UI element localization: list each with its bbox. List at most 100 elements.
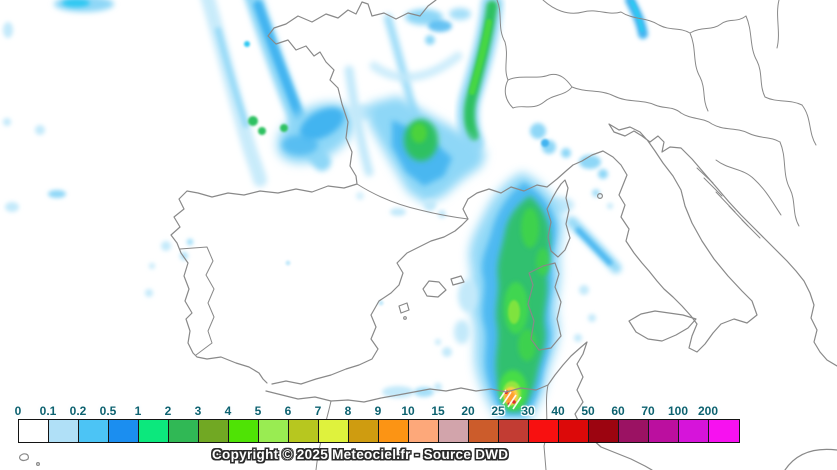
legend-box bbox=[409, 420, 439, 442]
precip-speck bbox=[390, 208, 406, 216]
precip-streak-tyrrhenian-core bbox=[575, 227, 613, 266]
precip-speck bbox=[598, 169, 608, 179]
legend-box bbox=[319, 420, 349, 442]
legend-label: 10 bbox=[401, 404, 415, 418]
coastline-libya bbox=[784, 448, 837, 470]
legend-box bbox=[379, 420, 409, 442]
coastline-mallorca bbox=[422, 280, 447, 298]
precip-speck bbox=[579, 155, 601, 169]
legend-label: 0.2 bbox=[69, 404, 87, 418]
legend-label: 4 bbox=[224, 404, 232, 418]
coastline-spain-italy-adriatic bbox=[271, 123, 837, 385]
legend-label: 200 bbox=[697, 404, 719, 418]
precip-blob-biscay-core bbox=[299, 107, 345, 141]
precip-speck bbox=[425, 35, 435, 45]
precip-speck bbox=[592, 189, 600, 197]
precip-speck bbox=[145, 289, 153, 297]
coastline-sicily bbox=[628, 310, 697, 342]
legend-box bbox=[169, 420, 199, 442]
legend-box bbox=[199, 420, 229, 442]
precip-speck bbox=[35, 125, 45, 135]
precip-band-atlantic-west bbox=[201, 0, 267, 187]
precip-speck bbox=[3, 22, 13, 38]
islet-atlantic bbox=[19, 453, 29, 462]
border-slovenia-croatia bbox=[680, 112, 781, 143]
precip-speck bbox=[588, 314, 596, 322]
legend-box bbox=[259, 420, 289, 442]
coastline-ibiza bbox=[398, 302, 410, 314]
precip-speck bbox=[449, 8, 471, 20]
legend-label: 2 bbox=[164, 404, 172, 418]
precip-arc-france bbox=[369, 51, 463, 82]
precip-core-green bbox=[521, 208, 539, 248]
precip-speck bbox=[187, 239, 193, 245]
legend-box bbox=[79, 420, 109, 442]
precip-speck bbox=[454, 320, 470, 344]
legend-label: 25 bbox=[491, 404, 505, 418]
precip-speck bbox=[149, 263, 155, 269]
legend-box bbox=[559, 420, 589, 442]
border-right-edge bbox=[776, 0, 780, 49]
legend-label: 20 bbox=[461, 404, 475, 418]
border-portugal-spain bbox=[179, 246, 215, 356]
border-france-germany bbox=[496, 0, 509, 81]
precip-speck bbox=[3, 118, 11, 126]
legend-labels: 0 0.1 0.2 0.5 1 2 3 4 5 6 7 8 9 10 15 20 25 30 40 50 60 70 100… bbox=[15, 404, 740, 418]
legend-label: 15 bbox=[431, 404, 445, 418]
precip-speck bbox=[282, 135, 318, 155]
border-slovakia-hungary bbox=[745, 15, 803, 106]
hatch-line bbox=[512, 396, 522, 410]
legend-box bbox=[139, 420, 169, 442]
precip-speck bbox=[161, 241, 171, 251]
border-czech-slovakia bbox=[689, 15, 747, 34]
legend-box bbox=[439, 420, 469, 442]
precip-speck bbox=[244, 41, 250, 47]
legend-box bbox=[289, 420, 319, 442]
precip-speck bbox=[574, 334, 582, 342]
legend-box bbox=[499, 420, 529, 442]
island-dash bbox=[703, 177, 723, 197]
precip-speck bbox=[248, 116, 258, 126]
border-switzerland bbox=[504, 73, 573, 109]
precip-speck bbox=[424, 199, 436, 211]
precip-speck bbox=[561, 148, 571, 158]
precip-patch-france-core bbox=[411, 123, 427, 143]
hatch-line bbox=[502, 391, 512, 405]
precip-speck bbox=[5, 202, 19, 212]
legend-box bbox=[229, 420, 259, 442]
precip-speck bbox=[434, 383, 442, 391]
precip-band-atlantic-east-core bbox=[253, 0, 305, 123]
borders-layer bbox=[179, 0, 817, 470]
border-germany-czech bbox=[542, 0, 691, 34]
precip-speck bbox=[458, 280, 478, 312]
border-austria-hungary bbox=[689, 32, 709, 112]
precip-legend: 0 0.1 0.2 0.5 1 2 3 4 5 6 7 8 9 10 15 20 25 30 40 50 60 70 100… bbox=[15, 404, 740, 443]
legend-box bbox=[469, 420, 499, 442]
legend-boxes bbox=[18, 419, 740, 443]
precip-speck bbox=[258, 127, 266, 135]
precip-speck bbox=[62, 0, 90, 7]
legend-box bbox=[529, 420, 559, 442]
legend-label: 60 bbox=[611, 404, 625, 418]
legend-label: 100 bbox=[667, 404, 689, 418]
legend-box bbox=[349, 420, 379, 442]
border-tunisia-algeria bbox=[543, 384, 549, 470]
precip-speck bbox=[285, 260, 291, 266]
precip-speck bbox=[280, 124, 288, 132]
legend-label: 9 bbox=[374, 404, 382, 418]
croatian-islands bbox=[696, 167, 761, 239]
legend-label: 8 bbox=[344, 404, 352, 418]
coastline-menorca bbox=[450, 275, 465, 286]
legend-label: 7 bbox=[314, 404, 322, 418]
precip-speck bbox=[378, 300, 384, 306]
precip-speck bbox=[579, 285, 589, 295]
copyright-text: Copyright © 2025 Meteociel.fr - Source D… bbox=[212, 447, 509, 462]
island-dash bbox=[741, 219, 761, 239]
border-pyrenees bbox=[356, 183, 469, 220]
legend-box bbox=[649, 420, 679, 442]
legend-label: 40 bbox=[551, 404, 565, 418]
precip-speck bbox=[428, 20, 452, 32]
island-dash bbox=[696, 167, 714, 184]
